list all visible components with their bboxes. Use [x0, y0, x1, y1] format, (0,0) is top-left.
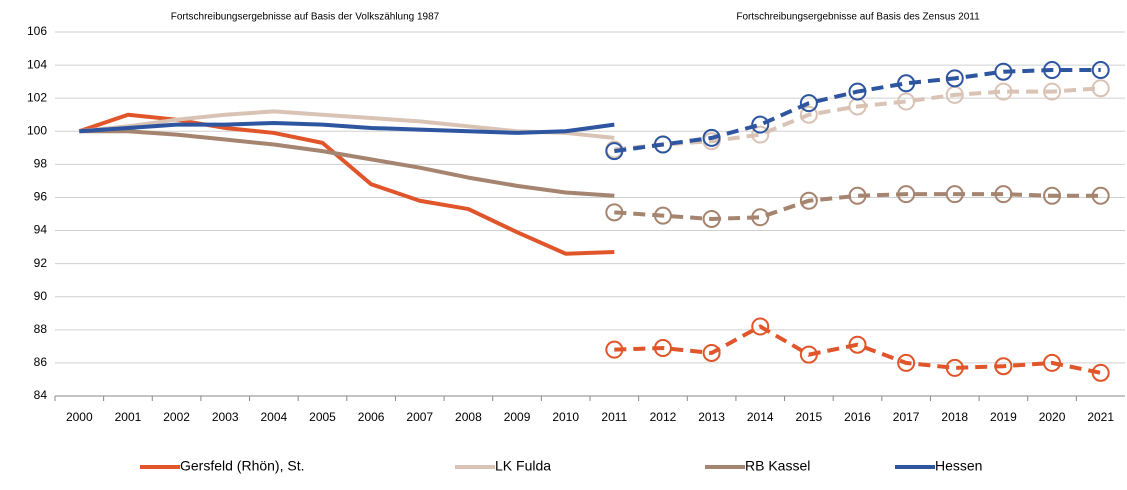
x-tick-label: 2005: [309, 410, 336, 424]
annotation: Fortschreibungsergebnisse auf Basis des …: [736, 12, 980, 23]
dashed-line: [614, 68, 1101, 154]
x-tick-label: 2004: [261, 410, 288, 424]
x-tick-label: 2003: [212, 410, 239, 424]
x-tick-label: 2008: [455, 410, 482, 424]
marker: [1091, 79, 1110, 98]
y-tick-label: 84: [34, 388, 48, 402]
x-tick-label: 2014: [747, 410, 774, 424]
x-tick-label: 2019: [990, 410, 1017, 424]
y-tick-label: 104: [27, 57, 47, 71]
line: [79, 121, 615, 135]
marker: [605, 340, 624, 359]
x-tick-label: 2015: [796, 410, 823, 424]
marker: [702, 128, 721, 147]
y-tick-label: 96: [34, 190, 48, 204]
marker: [653, 339, 672, 358]
marker: [799, 345, 818, 364]
y-tick-label: 88: [34, 322, 48, 336]
dashed-line: [614, 192, 1101, 221]
x-tick-label: 2002: [163, 410, 190, 424]
marker: [751, 115, 770, 134]
y-tick-label: 94: [34, 223, 48, 237]
marker: [605, 142, 624, 161]
marker: [945, 358, 964, 377]
dashed-line: [614, 324, 1102, 375]
marker: [1043, 353, 1062, 372]
marker: [605, 203, 624, 222]
marker: [897, 353, 916, 372]
x-tick-label: 2021: [1087, 410, 1114, 424]
line: [79, 129, 615, 198]
x-tick-label: 2007: [406, 410, 433, 424]
marker: [1043, 61, 1062, 80]
marker: [1091, 61, 1110, 80]
marker: [1043, 82, 1062, 101]
marker: [897, 74, 916, 93]
marker: [994, 62, 1013, 81]
marker: [799, 191, 818, 210]
x-tick-label: 2011: [601, 410, 627, 424]
marker: [799, 94, 818, 113]
marker: [653, 206, 672, 225]
marker: [848, 97, 867, 116]
marker: [945, 185, 964, 204]
marker: [799, 105, 818, 124]
x-tick-label: 2016: [844, 410, 871, 424]
y-tick-label: 86: [34, 355, 48, 369]
x-tick-label: 2010: [552, 410, 579, 424]
marker: [751, 317, 770, 336]
marker: [897, 185, 916, 204]
line: [78, 112, 615, 256]
x-tick-label: 2009: [504, 410, 531, 424]
marker: [1091, 363, 1110, 382]
y-tick-label: 102: [27, 90, 47, 104]
marker: [945, 69, 964, 88]
marker: [1043, 186, 1062, 205]
y-tick-label: 100: [27, 123, 47, 137]
marker: [702, 209, 721, 228]
y-tick-label: 90: [34, 289, 48, 303]
x-tick-label: 2020: [1039, 410, 1066, 424]
y-tick-label: 106: [27, 24, 47, 38]
x-tick-label: 2000: [66, 410, 93, 424]
marker: [653, 135, 672, 154]
marker: [897, 92, 916, 111]
legend-label: Hessen: [935, 458, 982, 474]
x-tick-label: 2001: [115, 410, 142, 424]
marker: [751, 125, 770, 144]
marker: [848, 82, 867, 101]
legend-label: Gersfeld (Rhön), St.: [180, 458, 305, 474]
marker: [994, 185, 1013, 204]
marker: [848, 186, 867, 205]
x-tick-label: 2006: [358, 410, 385, 424]
annotation: Fortschreibungsergebnisse auf Basis der …: [171, 12, 440, 23]
x-tick-label: 2017: [893, 410, 920, 424]
marker: [702, 343, 721, 362]
legend-label: RB Kassel: [745, 458, 810, 474]
marker: [751, 208, 770, 227]
marker: [994, 357, 1013, 376]
x-tick-label: 2012: [650, 410, 677, 424]
marker: [1091, 186, 1110, 205]
y-tick-label: 92: [34, 256, 48, 270]
marker: [848, 335, 867, 354]
marker: [994, 82, 1013, 101]
x-tick-label: 2013: [698, 410, 725, 424]
legend-label: LK Fulda: [495, 458, 551, 474]
dashed-line: [614, 86, 1101, 152]
y-tick-label: 98: [34, 157, 48, 171]
x-tick-label: 2018: [941, 410, 968, 424]
